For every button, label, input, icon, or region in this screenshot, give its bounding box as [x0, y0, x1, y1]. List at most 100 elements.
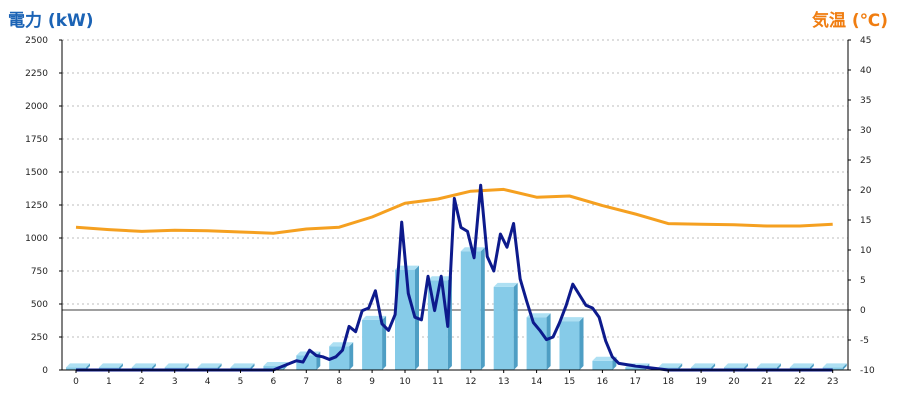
bar-top: [263, 362, 288, 367]
bar-top: [98, 363, 123, 368]
bar-front: [362, 319, 383, 370]
right-tick-label: -10: [860, 366, 875, 376]
right-tick-label: -5: [860, 336, 869, 346]
x-tick-label: 9: [369, 377, 375, 387]
bar-side: [349, 342, 354, 370]
bar-side: [678, 363, 683, 370]
bar-front: [493, 286, 514, 370]
x-tick-label: 10: [399, 377, 411, 387]
x-tick-label: 19: [695, 377, 707, 387]
left-axis-title: 電力 (kW): [8, 11, 94, 31]
left-tick-label: 2000: [25, 102, 48, 112]
left-tick-label: 1000: [25, 234, 48, 244]
bar-side: [711, 363, 716, 370]
x-tick-label: 3: [172, 377, 178, 387]
bar-side: [382, 315, 387, 370]
bar-top: [691, 363, 716, 368]
bar-side: [842, 363, 847, 370]
right-tick-label: 45: [860, 36, 871, 46]
bar-top: [131, 363, 156, 368]
bar-front: [263, 366, 284, 370]
bar-front: [460, 251, 481, 370]
left-tick-label: 1250: [25, 201, 48, 211]
bar-side: [480, 247, 485, 370]
right-axis-title: 気温 (℃): [811, 11, 888, 31]
x-tick-label: 20: [728, 377, 740, 387]
x-tick-label: 6: [271, 377, 277, 387]
bar-top: [230, 363, 255, 368]
left-tick-label: 0: [42, 366, 48, 376]
bar: [493, 282, 518, 370]
x-tick-label: 0: [73, 377, 79, 387]
x-tick-label: 8: [336, 377, 342, 387]
x-tick-label: 7: [303, 377, 309, 387]
bar-side: [809, 363, 814, 370]
right-tick-label: 10: [860, 246, 872, 256]
x-tick-label: 12: [465, 377, 476, 387]
power-bars: [66, 247, 847, 370]
power-line: [76, 183, 833, 372]
right-tick-label: 25: [860, 156, 871, 166]
right-tick-label: 5: [860, 276, 866, 286]
bar-top: [724, 363, 748, 368]
bar-front: [296, 355, 317, 370]
bar: [526, 313, 551, 370]
bar-side: [86, 363, 90, 370]
bar-front: [592, 360, 613, 370]
bar-top: [658, 363, 683, 368]
bar-top: [592, 356, 617, 361]
x-tick-label: 13: [498, 377, 509, 387]
bar-side: [546, 313, 551, 370]
bar-side: [118, 363, 123, 370]
x-tick-label: 4: [205, 377, 211, 387]
right-tick-label: 40: [860, 66, 872, 76]
x-tick-label: 11: [432, 377, 443, 387]
right-tick-label: 30: [860, 126, 872, 136]
left-tick-label: 1750: [25, 135, 48, 145]
x-tick-label: 17: [630, 377, 641, 387]
bar-top: [197, 363, 222, 368]
gridlines: [62, 39, 848, 338]
bar-side: [184, 363, 189, 370]
bar-front: [329, 346, 350, 370]
bar-side: [217, 363, 222, 370]
right-tick-label: 35: [860, 96, 871, 106]
x-tick-label: 23: [827, 377, 838, 387]
bar-front: [559, 321, 580, 370]
x-tick-label: 1: [106, 377, 112, 387]
bar: [460, 247, 485, 370]
bar-side: [250, 363, 255, 370]
right-tick-label: 20: [860, 186, 872, 196]
left-tick-label: 250: [31, 333, 48, 343]
bar-top: [329, 342, 354, 347]
bar-top: [164, 363, 189, 368]
bar-top: [789, 363, 814, 368]
bar: [559, 317, 584, 370]
bar-side: [776, 363, 781, 370]
left-tick-label: 2250: [25, 69, 48, 79]
bar-top: [822, 363, 847, 368]
x-tick-label: 21: [761, 377, 772, 387]
x-tick-label: 18: [662, 377, 674, 387]
x-tick-label: 5: [238, 377, 244, 387]
x-tick-label: 22: [794, 377, 805, 387]
x-tick-label: 14: [531, 377, 543, 387]
left-tick-label: 750: [31, 267, 48, 277]
temperature-line: [75, 187, 833, 235]
x-tick-label: 15: [564, 377, 575, 387]
left-tick-label: 500: [31, 300, 48, 310]
bar-top: [493, 282, 518, 287]
right-tick-label: 15: [860, 216, 871, 226]
bar-top: [756, 363, 781, 368]
left-tick-label: 1500: [25, 168, 48, 178]
data-lines: [75, 183, 833, 372]
bar-side: [151, 363, 156, 370]
bar: [329, 342, 354, 370]
tick-labels: 02505007501000125015001750200022502500-1…: [25, 36, 875, 387]
x-tick-label: 2: [139, 377, 145, 387]
bar-top: [559, 317, 584, 322]
bar-top: [66, 363, 90, 368]
left-tick-label: 2500: [25, 36, 48, 46]
bar-side: [744, 363, 748, 370]
